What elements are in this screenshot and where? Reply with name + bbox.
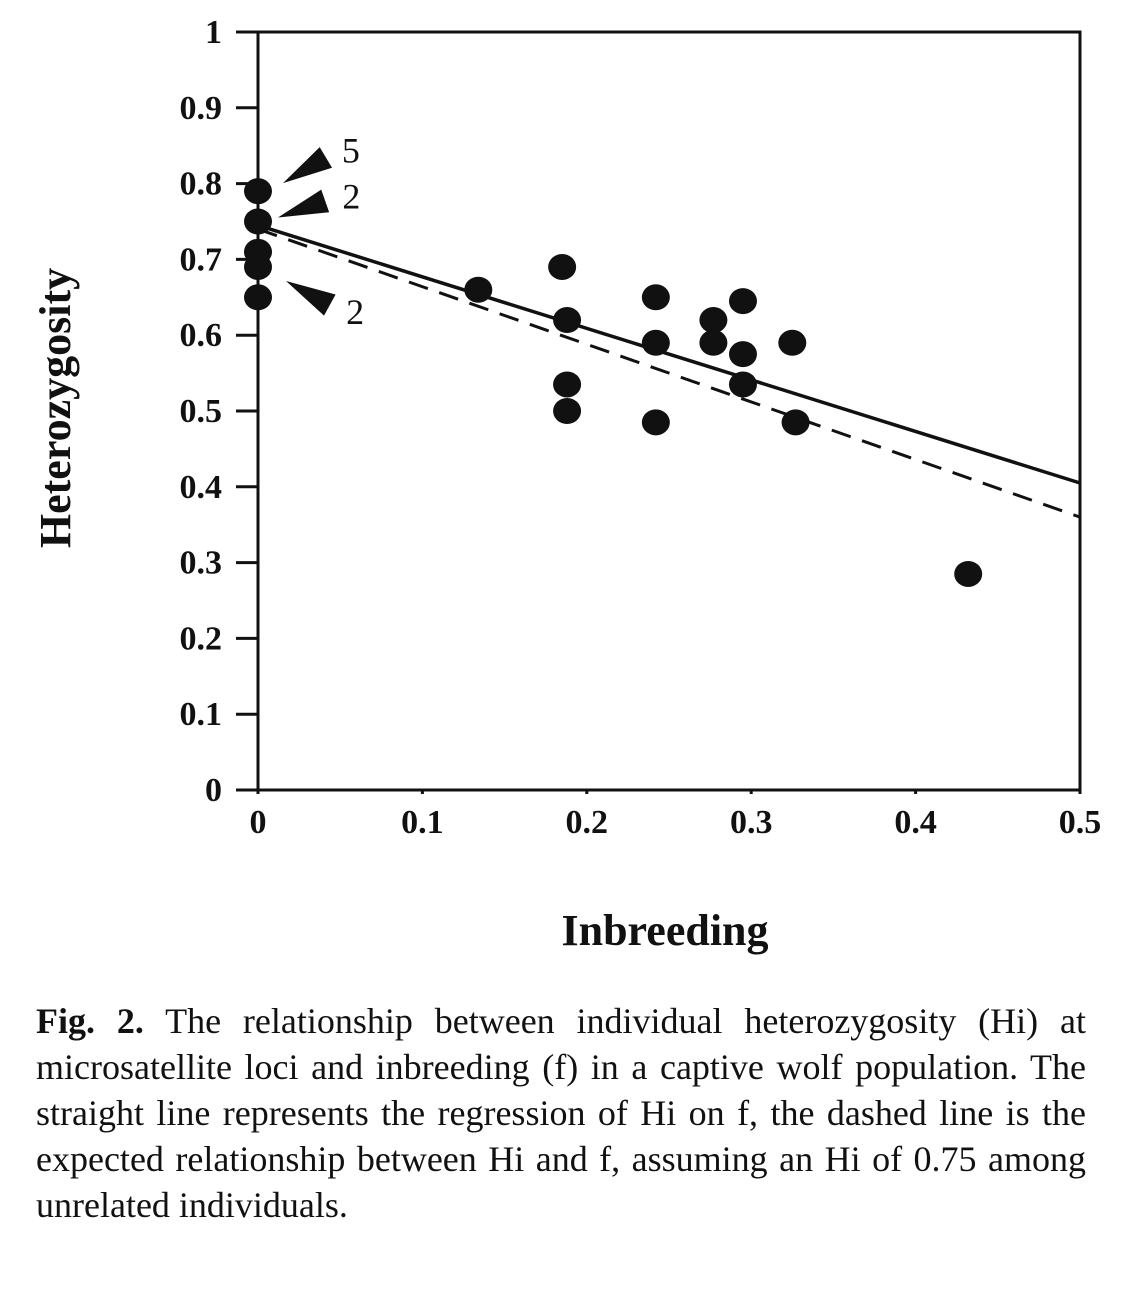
x-axis-title: Inbreeding [561, 906, 768, 955]
y-tick-label-4: 0.4 [180, 469, 223, 506]
data-point-3 [244, 253, 272, 280]
data-point-10 [641, 284, 670, 311]
annotation-arrow-0 [283, 147, 333, 184]
data-point-16 [728, 341, 757, 368]
data-point-11 [641, 329, 670, 356]
x-tick-label-0: 0 [250, 804, 267, 841]
y-tick-label-3: 0.3 [180, 545, 223, 582]
chart-axes: 0 0.1 0.2 0.3 0.4 0.5 0.6 0.7 0.8 0.9 1 0 0.1 0.2 0.3 0… [180, 14, 1102, 841]
y-tick-label-6: 0.6 [180, 317, 223, 354]
data-point-7 [553, 307, 582, 334]
y-tick-label-9: 0.9 [180, 90, 223, 127]
scatter-chart: 0 0.1 0.2 0.3 0.4 0.5 0.6 0.7 0.8 0.9 1 0 0.1 0.2 0.3 0… [31, 14, 1102, 955]
data-point-15 [728, 288, 757, 315]
regression-line [257, 223, 1081, 485]
data-point-5 [464, 276, 493, 303]
expected-line [257, 227, 1081, 519]
y-tick-label-1: 0.1 [180, 696, 223, 733]
y-tick-label-7: 0.7 [180, 241, 223, 278]
data-point-18 [778, 329, 807, 356]
data-point-17 [728, 371, 757, 398]
data-point-8 [553, 371, 582, 398]
data-point-14 [699, 329, 728, 356]
data-point-12 [641, 409, 670, 436]
data-point-9 [553, 398, 582, 424]
x-tick-label-1: 0.1 [401, 804, 444, 841]
data-point-13 [699, 307, 728, 334]
plot-frame [256, 30, 1082, 792]
x-tick-label-4: 0.4 [894, 804, 937, 841]
chart-annotations: 5 2 2 [278, 130, 364, 332]
y-tick-label-2: 0.2 [180, 620, 223, 657]
data-point-0 [244, 178, 272, 205]
annotation-label-1: 2 [342, 176, 360, 216]
caption-fig-label: Fig. 2. [36, 1001, 144, 1041]
data-point-6 [548, 253, 577, 280]
annotation-label-0: 5 [342, 130, 360, 170]
y-tick-label-8: 0.8 [180, 166, 223, 203]
x-tick-label-2: 0.2 [566, 804, 609, 841]
annotation-label-2: 2 [346, 292, 364, 332]
data-point-19 [781, 409, 810, 436]
annotation-arrow-2 [286, 280, 336, 316]
x-tick-label-5: 0.5 [1059, 804, 1102, 841]
chart-lines [257, 223, 1081, 519]
y-tick-label-10: 1 [205, 14, 222, 51]
figure-caption: Fig. 2. The relationship between individ… [36, 998, 1086, 1228]
chart-points [244, 178, 983, 587]
data-point-4 [244, 284, 272, 311]
caption-text: The relationship between individual hete… [36, 1001, 1086, 1225]
y-axis-title: Heterozygosity [31, 268, 80, 548]
annotation-arrow-1 [278, 189, 330, 218]
data-point-1 [244, 208, 272, 235]
y-tick-label-5: 0.5 [180, 393, 223, 430]
x-tick-label-3: 0.3 [730, 804, 773, 841]
data-point-20 [954, 560, 983, 587]
y-tick-label-0: 0 [205, 772, 222, 809]
